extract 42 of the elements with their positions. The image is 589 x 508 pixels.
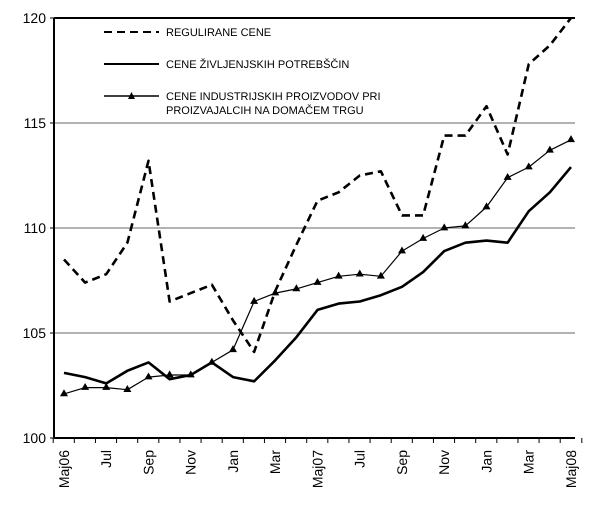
legend-label: CENE ŽIVLJENJSKIH POTREBŠČIN (166, 58, 350, 71)
point (144, 372, 153, 380)
point (504, 172, 512, 180)
point (461, 221, 470, 228)
point (376, 272, 385, 279)
x-tick-label: Maj08 (562, 450, 579, 488)
point (566, 135, 575, 142)
x-tick-label: Jan (224, 450, 241, 473)
point (292, 284, 300, 292)
point (60, 389, 68, 396)
x-tick-label: Sep (140, 450, 156, 475)
x-tick-label: Jul (98, 450, 114, 468)
x-tick-label: Nov (182, 450, 199, 475)
point (123, 385, 132, 392)
point (356, 270, 364, 277)
y-tick-label: 110 (24, 220, 46, 236)
point (334, 272, 343, 279)
x-tick-label: Nov (436, 450, 452, 475)
legend-label: CENE INDUSTRIJSKIH PROIZVODOV PRI PROIZVAJALCIH NA DOMAČEM TRGU (166, 90, 381, 117)
point (271, 288, 280, 296)
point (228, 345, 238, 352)
point (313, 278, 322, 285)
x-tick-label: Jul (352, 450, 368, 468)
y-tick-label: 100 (22, 430, 46, 446)
x-tick-label: Maj07 (309, 450, 326, 488)
point (440, 223, 448, 230)
point (398, 246, 406, 254)
point (250, 296, 258, 304)
x-tick-label: Sep (394, 450, 410, 475)
x-tick-label: Mar (520, 450, 537, 474)
legend-label: REGULIRANE CENE (166, 26, 272, 39)
point (524, 162, 533, 170)
point (419, 234, 428, 241)
x-tick-label: Mar (267, 450, 284, 474)
x-tick-label: Maj06 (56, 450, 72, 488)
point (546, 146, 554, 153)
y-tick-label: 105 (22, 324, 46, 341)
y-tick-label: 120 (22, 10, 46, 26)
point (81, 382, 90, 390)
y-tick-label: 115 (24, 114, 46, 131)
x-tick-label: Jan (478, 450, 494, 473)
point (482, 202, 491, 210)
